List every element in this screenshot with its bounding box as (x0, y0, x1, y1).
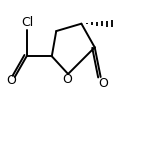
Text: O: O (62, 73, 72, 86)
Text: Cl: Cl (21, 16, 33, 29)
Text: O: O (6, 74, 16, 87)
Text: O: O (98, 77, 108, 90)
